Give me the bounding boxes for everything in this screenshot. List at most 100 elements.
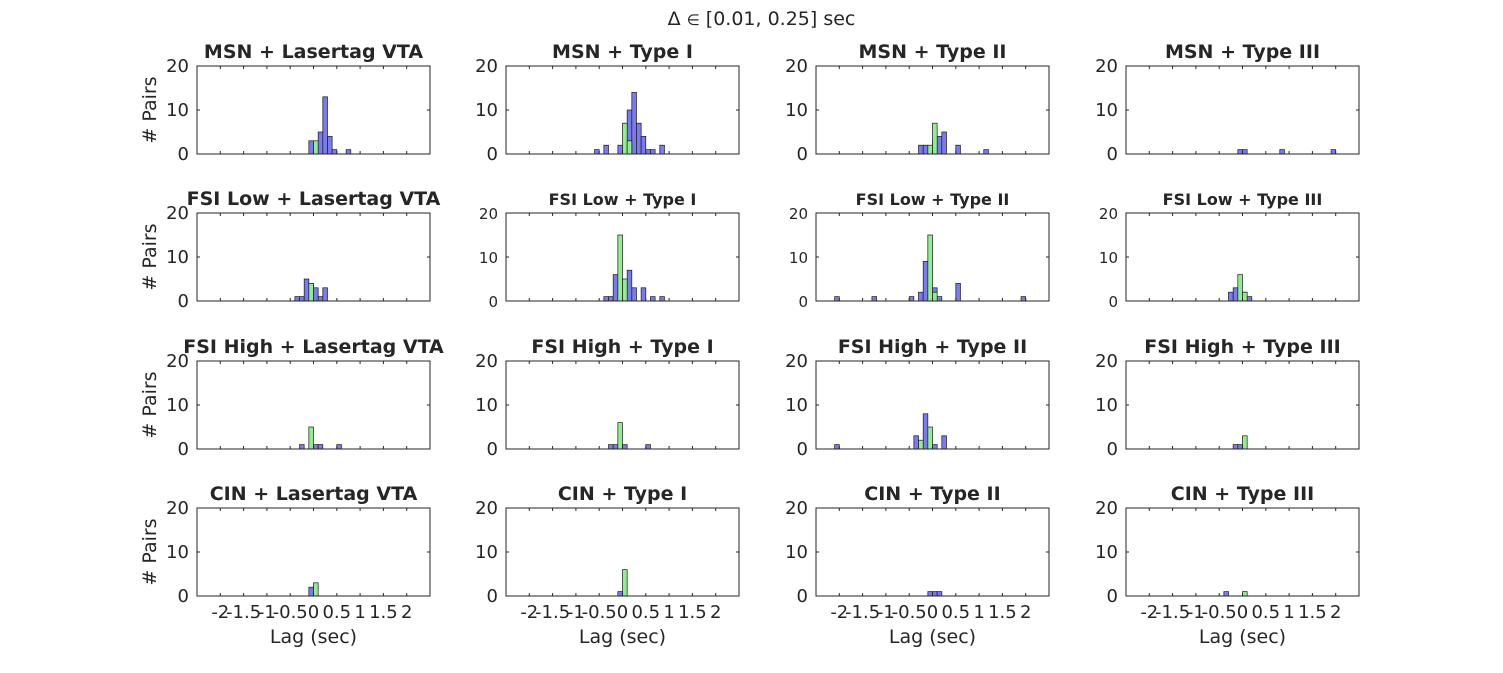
blue-bar: [936, 296, 943, 302]
x-tick-label: -0.5: [582, 602, 617, 623]
y-tick-label: 20: [475, 498, 498, 519]
blue-bar: [603, 144, 609, 155]
blue-bar: [612, 274, 619, 302]
axes-box: [1125, 507, 1360, 597]
blue-bar: [299, 444, 305, 450]
panel-title-msn-type-i: MSN + Type I: [552, 41, 693, 63]
panel-title-fsi-high-type-iii: FSI High + Type III: [1144, 336, 1340, 358]
blue-bar: [650, 296, 656, 302]
y-tick-label: 0: [178, 439, 189, 460]
panel-title-msn-lasertag-vta: MSN + Lasertag VTA: [204, 41, 423, 63]
green-bar: [622, 278, 628, 302]
blue-bar: [1237, 444, 1243, 450]
blue-bar: [626, 269, 633, 302]
panel-title-cin-type-i: CIN + Type I: [558, 483, 687, 505]
blue-bar: [932, 444, 938, 450]
x-tick-label: 0.5: [1251, 602, 1280, 623]
y-tick-label: 0: [797, 144, 808, 165]
x-tick-label: -1: [567, 602, 585, 623]
blue-bar: [612, 444, 619, 450]
y-tick-label: 0: [178, 586, 189, 607]
green-bar: [927, 426, 933, 450]
blue-bar: [322, 96, 328, 155]
panel-title-msn-type-iii: MSN + Type III: [1165, 41, 1320, 63]
element-of-symbol: ∈: [686, 11, 700, 29]
panel-title-fsi-high-lasertag-vta: FSI High + Lasertag VTA: [183, 336, 444, 358]
y-tick-label: 0: [487, 586, 498, 607]
axes-box: [1125, 65, 1360, 155]
y-tick-label: 0: [487, 144, 498, 165]
blue-bar: [303, 278, 310, 302]
x-tick-label: 0: [617, 602, 628, 623]
y-tick-label: 10: [166, 247, 189, 268]
green-bar: [1242, 591, 1248, 597]
green-bar: [622, 569, 628, 597]
blue-bar: [622, 444, 628, 450]
blue-bar: [936, 591, 943, 597]
panel-title-fsi-high-type-i: FSI High + Type I: [531, 336, 713, 358]
blue-bar: [922, 413, 929, 450]
green-bar: [1242, 291, 1248, 302]
y-tick-label: 20: [785, 56, 808, 77]
y-tick-label: 0: [488, 293, 498, 311]
x-tick-label: -2: [211, 602, 229, 623]
y-axis-label: # Pairs: [139, 76, 161, 143]
y-axis-label: # Pairs: [139, 371, 161, 438]
y-tick-label: 20: [475, 56, 498, 77]
y-tick-label: 20: [1099, 205, 1118, 223]
x-tick-label: 1: [354, 602, 365, 623]
y-tick-label: 20: [785, 498, 808, 519]
blue-bar: [932, 591, 938, 597]
y-tick-label: 20: [166, 351, 189, 372]
y-tick-label: 0: [797, 586, 808, 607]
blue-bar: [608, 444, 614, 450]
blue-bar: [918, 144, 924, 155]
y-tick-label: 10: [1095, 542, 1118, 563]
green-bar: [927, 234, 933, 302]
x-tick-label: 1: [973, 602, 984, 623]
y-tick-label: 10: [475, 100, 498, 121]
blue-bar: [1228, 291, 1234, 302]
blue-bar: [640, 136, 647, 155]
blue-bar: [955, 144, 961, 155]
x-tick-label: -2: [830, 602, 848, 623]
y-tick-label: 10: [166, 100, 189, 121]
blue-bar: [645, 444, 651, 450]
x-tick-label: -0.5: [892, 602, 927, 623]
y-tick-label: 10: [785, 100, 808, 121]
blue-bar: [345, 149, 352, 155]
y-tick-label: 0: [797, 439, 808, 460]
y-tick-label: 10: [166, 542, 189, 563]
panel-title-fsi-high-type-ii: FSI High + Type II: [838, 336, 1027, 358]
y-tick-label: 20: [475, 351, 498, 372]
delta-symbol: Δ: [667, 8, 681, 30]
blue-bar: [1279, 149, 1285, 155]
panel-title-cin-type-ii: CIN + Type II: [864, 483, 1000, 505]
y-tick-label: 20: [166, 498, 189, 519]
x-tick-label: -0.5: [273, 602, 308, 623]
blue-bar: [913, 435, 919, 450]
x-tick-label: -0.5: [1202, 602, 1237, 623]
x-tick-label: -1: [877, 602, 895, 623]
green-bar: [622, 122, 628, 155]
x-tick-label: 1.5: [369, 602, 398, 623]
x-tick-label: 1.5: [678, 602, 707, 623]
y-tick-label: 10: [1095, 395, 1118, 416]
figure-title: Δ ∈ [0.01, 0.25] sec: [0, 8, 1503, 30]
x-axis-label: Lag (sec): [1199, 626, 1286, 648]
y-tick-label: 10: [785, 395, 808, 416]
x-tick-label: -2: [1140, 602, 1158, 623]
blue-bar: [317, 296, 324, 302]
blue-bar: [617, 591, 623, 597]
panel-title-fsi-low-type-ii: FSI Low + Type II: [856, 190, 1010, 209]
green-bar: [626, 140, 633, 155]
panel-title-cin-lasertag-vta: CIN + Lasertag VTA: [210, 483, 418, 505]
panel-title-cin-type-iii: CIN + Type III: [1171, 483, 1314, 505]
y-tick-label: 10: [785, 542, 808, 563]
x-axis-label: Lag (sec): [270, 626, 357, 648]
x-tick-label: -1.5: [1155, 602, 1190, 623]
blue-bar: [941, 435, 947, 450]
y-tick-label: 20: [785, 351, 808, 372]
y-tick-label: 10: [475, 542, 498, 563]
